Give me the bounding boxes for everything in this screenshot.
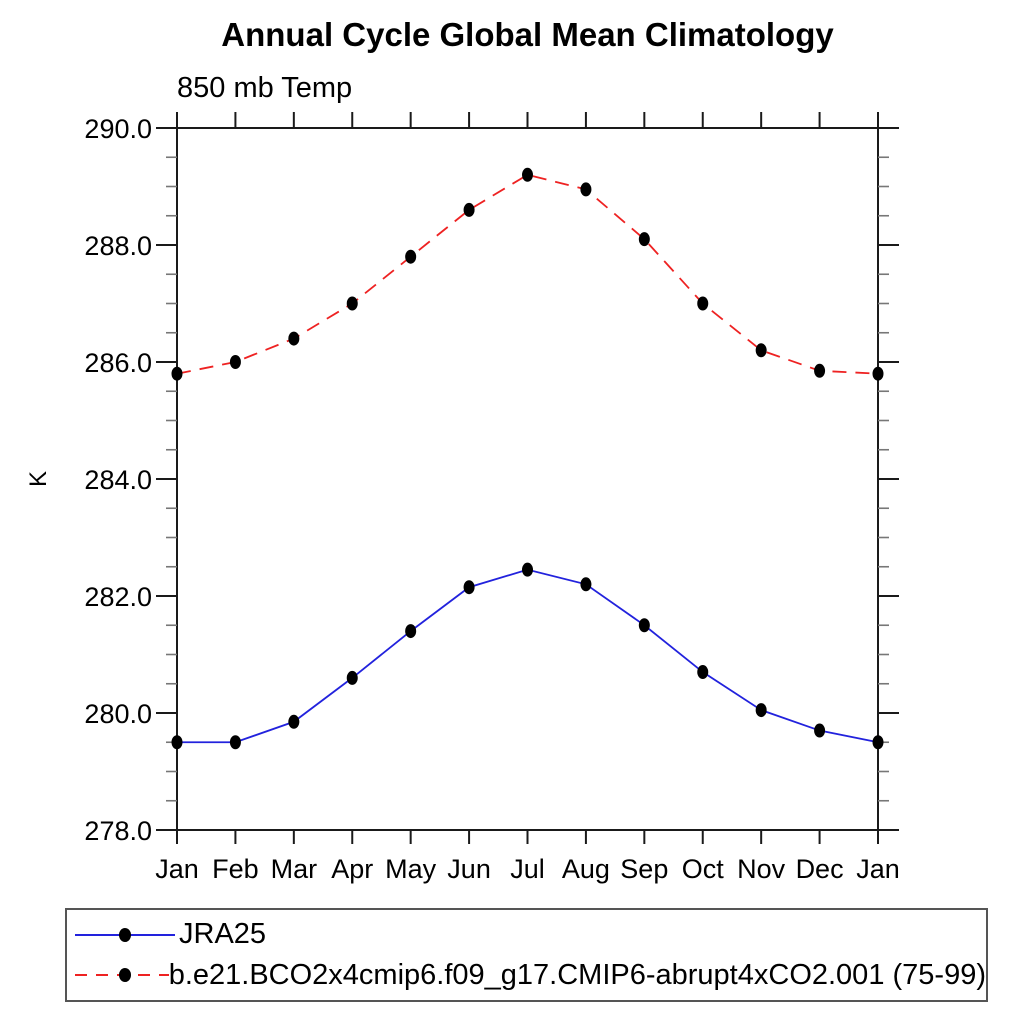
- data-point-marker: [346, 670, 358, 685]
- x-tick-label: Jul: [510, 854, 545, 884]
- y-axis-label: K: [25, 471, 52, 487]
- plot-frame: [176, 127, 879, 831]
- x-tick-label: Jan: [155, 854, 199, 884]
- legend-box: JRA25 b.e21.BCO2x4cmip6.f09_g17.CMIP6-ab…: [65, 908, 988, 1002]
- data-point-marker: [405, 624, 417, 639]
- y-tick-label: 286.0: [84, 348, 152, 378]
- data-point-marker: [755, 343, 767, 358]
- data-point-marker: [755, 703, 767, 718]
- series-line-0: [177, 568, 879, 744]
- data-point-marker: [463, 202, 475, 217]
- legend-sample-dashed-line: [75, 968, 169, 983]
- data-point-marker: [463, 580, 475, 595]
- x-tick-label: Dec: [796, 854, 844, 884]
- y-tick-label: 282.0: [84, 582, 152, 612]
- data-point-marker: [638, 232, 650, 247]
- x-tick-label: Oct: [682, 854, 725, 884]
- data-point-marker: [522, 167, 533, 182]
- data-point-marker: [697, 296, 709, 311]
- data-point-marker: [405, 249, 417, 264]
- chart-subtitle: 850 mb Temp: [177, 72, 353, 104]
- x-tick-label: Feb: [212, 854, 259, 884]
- data-point-marker: [872, 366, 884, 381]
- y-tick-label: 288.0: [84, 231, 152, 261]
- data-point-marker: [697, 665, 709, 680]
- data-point-marker: [229, 355, 241, 369]
- data-point-marker: [580, 577, 592, 592]
- y-tick-label: 290.0: [84, 114, 152, 144]
- series-line-1: [176, 173, 879, 375]
- y-tick-label: 284.0: [84, 465, 152, 495]
- y-tick-label: 280.0: [84, 699, 152, 729]
- chart-title: Annual Cycle Global Mean Climatology: [221, 16, 834, 53]
- data-point-marker: [814, 363, 826, 378]
- data-point-marker: [814, 723, 826, 738]
- legend-marker-dot: [119, 968, 131, 983]
- data-point-marker: [171, 366, 183, 381]
- data-point-marker: [288, 331, 300, 346]
- legend-sample-solid-line: [75, 927, 175, 942]
- x-tick-label: Apr: [331, 854, 373, 884]
- x-tick-label: Nov: [737, 854, 786, 884]
- legend-row-jra25: JRA25: [71, 919, 986, 951]
- legend-label-model: b.e21.BCO2x4cmip6.f09_g17.CMIP6-abrupt4x…: [168, 958, 986, 991]
- y-tick-label: 278.0: [84, 816, 152, 846]
- x-tick-label: May: [385, 854, 437, 884]
- x-tick-label: Aug: [562, 854, 610, 884]
- data-point-marker: [171, 735, 183, 750]
- data-point-marker: [872, 735, 884, 750]
- legend-marker-dot: [119, 927, 131, 942]
- data-point-marker: [288, 714, 300, 729]
- data-point-marker: [638, 618, 650, 633]
- data-point-marker: [229, 735, 241, 750]
- legend-row-model: b.e21.BCO2x4cmip6.f09_g17.CMIP6-abrupt4x…: [71, 959, 986, 991]
- x-tick-label: Sep: [620, 854, 668, 884]
- x-tick-label: Mar: [271, 854, 318, 884]
- data-point-marker: [346, 296, 358, 311]
- x-tick-label: Jan: [856, 854, 900, 884]
- x-tick-label: Jun: [447, 854, 491, 884]
- legend-label-jra25: JRA25: [179, 918, 267, 951]
- data-point-marker: [522, 562, 533, 577]
- data-point-marker: [580, 182, 592, 197]
